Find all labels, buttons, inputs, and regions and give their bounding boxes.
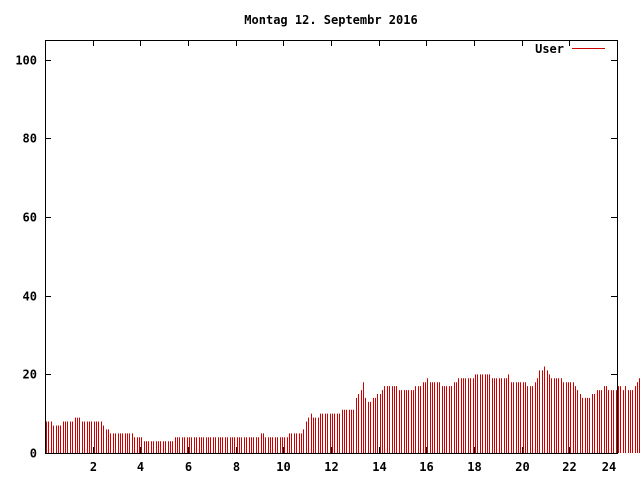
y-tick-label: 80 [23, 132, 37, 146]
x-tick-label: 4 [137, 460, 144, 474]
y-tick-label: 0 [30, 447, 37, 461]
y-tick-label: 20 [23, 368, 37, 382]
x-tick-label: 24 [602, 460, 616, 474]
y-tick-label: 40 [23, 290, 37, 304]
x-tick-label: 8 [233, 460, 240, 474]
x-tick-label: 6 [185, 460, 192, 474]
x-tick-label: 16 [419, 460, 433, 474]
legend: User [535, 42, 605, 56]
x-tick-label: 10 [276, 460, 290, 474]
bar-series [46, 366, 640, 453]
x-tick-label: 12 [324, 460, 338, 474]
x-tick-label: 14 [372, 460, 386, 474]
x-tick-label: 20 [515, 460, 529, 474]
x-tick-label: 2 [90, 460, 97, 474]
x-tick-label: 22 [562, 460, 576, 474]
chart-title: Montag 12. Septembr 2016 [244, 13, 417, 27]
y-tick-label: 100 [15, 54, 37, 68]
y-tick-label: 60 [23, 211, 37, 225]
plot-frame [45, 40, 618, 454]
x-tick-label: 18 [467, 460, 481, 474]
legend-label: User [535, 42, 564, 56]
